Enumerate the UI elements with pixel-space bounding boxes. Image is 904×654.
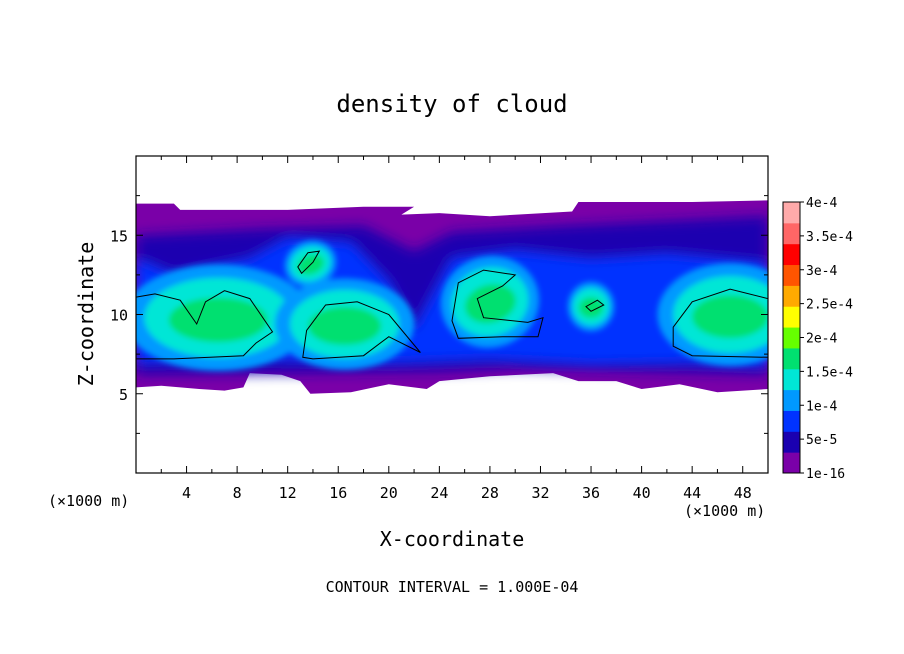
colorbar-label: 1.5e-4: [806, 365, 853, 380]
y-tick-label: 15: [110, 227, 128, 245]
cell-core: [465, 284, 516, 324]
y-axis-ticks: 5 10 15: [110, 195, 768, 434]
y-tick-label: 5: [119, 386, 128, 404]
cell-core: [692, 295, 768, 339]
colorbar-swatch: [783, 347, 800, 370]
chart-title: density of cloud: [336, 90, 567, 118]
y-axis-label: Z-coordinate: [74, 242, 98, 387]
density-field: [136, 200, 768, 394]
contour-line: [451, 269, 544, 339]
colorbar-swatch: [783, 389, 800, 411]
x-tick-label: 20: [380, 484, 398, 502]
colorbar-swatch: [783, 327, 800, 349]
colorbar-swatch: [783, 285, 800, 307]
cell-core: [578, 297, 604, 318]
colorbar-swatch: [783, 431, 800, 453]
colorbar-label: 3.5e-4: [806, 230, 853, 245]
x-tick-label: 4: [182, 484, 191, 502]
colorbar-label: 1e-16: [806, 467, 845, 482]
colorbar-swatch: [783, 243, 800, 266]
colorbar-swatch: [783, 452, 800, 474]
x-tick-label: 32: [531, 484, 549, 502]
colorbar-swatch: [783, 306, 800, 328]
colorbar-swatch: [783, 410, 800, 432]
y-tick-label: 10: [110, 307, 128, 325]
colorbar-label: 3e-4: [806, 264, 837, 279]
cell-core: [168, 297, 268, 343]
colorbar-label: 5e-5: [806, 433, 837, 448]
x-tick-label: 12: [279, 484, 297, 502]
contour-interval-note: CONTOUR INTERVAL = 1.000E-04: [326, 578, 579, 596]
contour-line: [585, 299, 605, 312]
x-tick-label: 40: [633, 484, 651, 502]
x-tick-label: 24: [430, 484, 448, 502]
colorbar-label: 2.5e-4: [806, 298, 853, 313]
x-unit-label-left: (×1000 m): [48, 492, 129, 510]
x-tick-label: 16: [329, 484, 347, 502]
x-tick-label: 28: [481, 484, 499, 502]
colorbar-swatch: [783, 368, 800, 391]
x-axis-ticks: 4 8 12 16 20 24 28 32 36 40 44 48: [160, 156, 752, 502]
x-tick-label: 44: [683, 484, 701, 502]
contour-line: [302, 301, 421, 360]
x-tick-label: 8: [233, 484, 242, 502]
x-unit-label-right: (×1000 m): [684, 502, 765, 520]
colorbar-label: 4e-4: [806, 196, 837, 211]
contour-line: [297, 250, 321, 275]
x-axis-label: X-coordinate: [380, 527, 525, 551]
colorbar-label: 2e-4: [806, 332, 837, 347]
colorbar: 4e-4 3.5e-4 3e-4 2.5e-4 2e-4 1.5e-4 1e-4 5e-5 1e…: [782, 196, 853, 482]
colorbar-swatch: [783, 202, 800, 224]
colorbar-label: 1e-4: [806, 399, 837, 414]
cell-core: [308, 306, 381, 345]
x-tick-label: 48: [734, 484, 752, 502]
contour-lines: [136, 250, 768, 360]
colorbar-swatch: [783, 264, 800, 286]
contour-line: [136, 290, 274, 360]
colorbar-swatch: [783, 222, 800, 245]
x-tick-label: 36: [582, 484, 600, 502]
density-cores: [136, 240, 768, 371]
contour-line: [672, 288, 768, 358]
